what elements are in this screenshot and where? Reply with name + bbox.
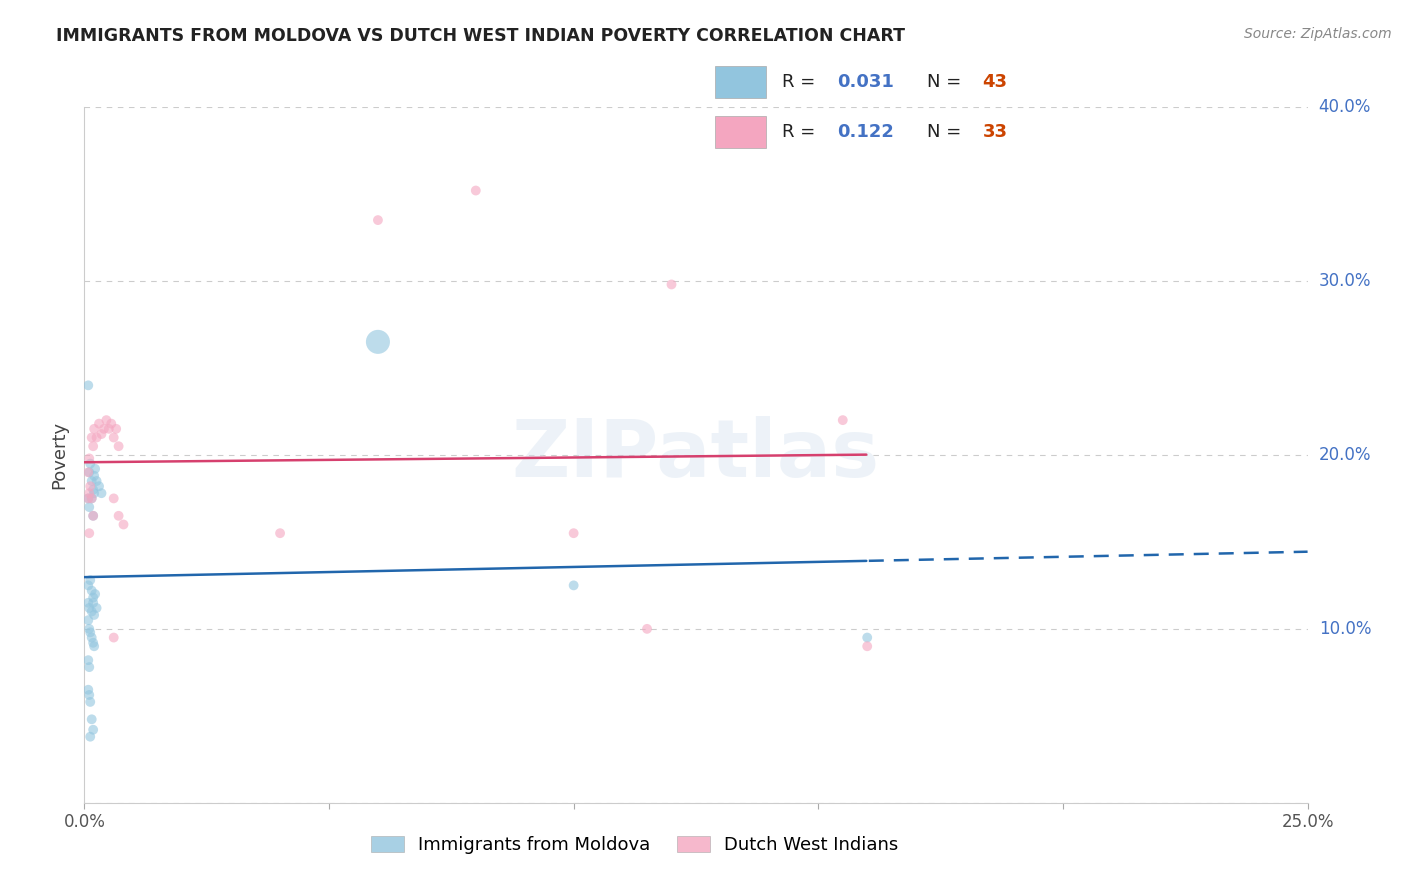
Point [82,483,104,497]
Point [367,334,389,349]
Point [367,213,389,227]
Legend: Immigrants from Moldova, Dutch West Indians: Immigrants from Moldova, Dutch West Indi… [363,827,907,863]
Text: ZIPatlas: ZIPatlas [512,416,880,494]
Point [77,500,100,514]
Text: 43: 43 [983,73,1008,91]
Point [84,587,107,601]
Point [79,457,101,471]
Point [77,622,100,636]
Text: 0.122: 0.122 [837,123,894,141]
Point [82,596,104,610]
Point [86,474,108,488]
Point [79,573,101,587]
Point [86,431,108,445]
Point [107,439,129,453]
Point [80,431,103,445]
Point [90,486,112,500]
Point [107,508,129,523]
Point [83,468,105,483]
Point [103,631,125,645]
Point [82,508,104,523]
Point [82,508,104,523]
Bar [714,116,766,148]
Point [80,474,103,488]
Point [77,486,100,500]
Point [97,422,120,436]
Point [96,413,118,427]
Point [105,422,128,436]
Point [80,491,103,506]
Point [90,427,112,442]
Bar [714,66,766,98]
Text: 33: 33 [983,123,1008,141]
Point [269,526,291,541]
Point [77,682,100,697]
Point [83,639,105,653]
Point [77,491,100,506]
Point [79,695,101,709]
Point [77,466,100,480]
Point [82,439,104,453]
Point [77,378,100,392]
Point [87,417,110,431]
Point [86,601,108,615]
Point [77,491,100,506]
Point [84,462,107,476]
Point [77,613,100,627]
Point [83,486,105,500]
Text: Source: ZipAtlas.com: Source: ZipAtlas.com [1244,27,1392,41]
Point [82,591,104,605]
Point [112,517,135,532]
Point [79,730,101,744]
Point [856,639,879,653]
Point [562,578,585,592]
Point [77,451,100,466]
Point [83,607,105,622]
Point [77,660,100,674]
Point [562,526,585,541]
Text: 0.031: 0.031 [837,73,894,91]
Text: 40.0%: 40.0% [1319,98,1371,116]
Text: IMMIGRANTS FROM MOLDOVA VS DUTCH WEST INDIAN POVERTY CORRELATION CHART: IMMIGRANTS FROM MOLDOVA VS DUTCH WEST IN… [56,27,905,45]
Point [87,479,110,493]
Point [636,622,658,636]
Point [100,417,122,431]
Point [93,422,115,436]
Y-axis label: Poverty: Poverty [51,421,69,489]
Point [77,688,100,702]
Point [80,631,103,645]
Point [83,422,105,436]
Point [661,277,683,292]
Point [82,636,104,650]
Text: R =: R = [782,73,821,91]
Point [80,583,103,598]
Point [79,479,101,493]
Point [77,653,100,667]
Point [82,723,104,737]
Point [80,605,103,619]
Point [77,601,100,615]
Point [103,431,125,445]
Text: N =: N = [928,123,967,141]
Point [464,184,486,198]
Point [77,596,100,610]
Text: N =: N = [928,73,967,91]
Text: 10.0%: 10.0% [1319,620,1371,638]
Text: 20.0%: 20.0% [1319,446,1371,464]
Point [831,413,853,427]
Point [77,526,100,541]
Text: 30.0%: 30.0% [1319,272,1371,290]
Point [80,491,103,506]
Point [856,631,879,645]
Point [79,625,101,640]
Point [80,712,103,726]
Point [77,466,100,480]
Point [103,491,125,506]
Text: R =: R = [782,123,821,141]
Point [77,578,100,592]
